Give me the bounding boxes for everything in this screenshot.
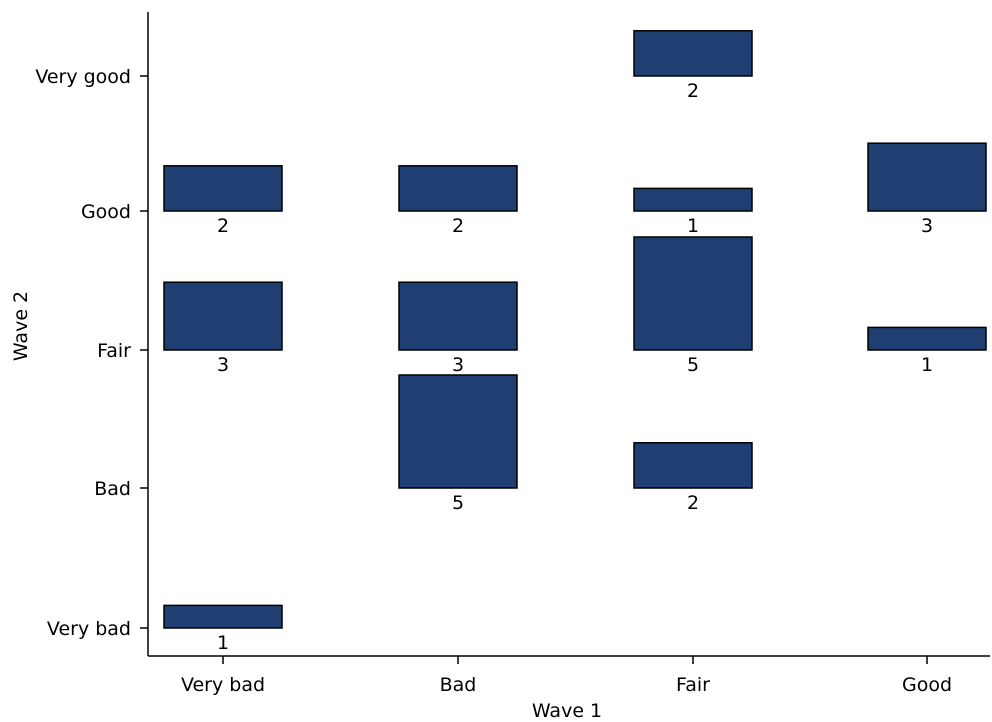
x-tick-label: Bad [440,674,477,696]
y-tick-label: Fair [97,340,131,362]
x-tick-label: Very bad [181,674,265,696]
y-axis-title: Wave 2 [10,291,32,361]
bar [633,442,753,489]
x-tick-label: Good [902,674,952,696]
bar [633,187,753,212]
bar [398,165,518,212]
bar-count-label: 5 [687,354,699,376]
bar-count-label: 2 [217,215,229,237]
bar-count-label: 1 [687,215,699,237]
y-tick-label: Very good [35,66,131,88]
bar-count-label: 1 [217,632,229,654]
bar-count-label: 2 [687,492,699,514]
bar-count-label: 3 [452,354,464,376]
bar [398,374,518,489]
bars-layer: 1 3 2 5 3 2 2 5 1 2 1 3 [163,30,987,654]
bar-count-label: 1 [921,354,933,376]
bar-count-label: 3 [921,215,933,237]
x-axis: Very bad Bad Fair Good [148,655,990,696]
bar [867,142,987,212]
bar [163,604,283,629]
x-axis-title: Wave 1 [532,700,602,722]
bar-count-label: 5 [452,492,464,514]
bar [633,236,753,351]
bar [163,281,283,351]
bar [163,165,283,212]
y-tick-label: Very bad [47,618,131,640]
y-tick-label: Good [81,201,131,223]
y-tick-label: Bad [94,478,131,500]
bar [633,30,753,77]
bar [867,326,987,351]
x-tick-label: Fair [676,674,710,696]
y-axis: Very bad Bad Fair Good Very good [35,12,149,656]
bar [398,281,518,351]
bar-count-label: 2 [452,215,464,237]
bar-count-label: 3 [217,354,229,376]
bar-count-label: 2 [687,80,699,102]
